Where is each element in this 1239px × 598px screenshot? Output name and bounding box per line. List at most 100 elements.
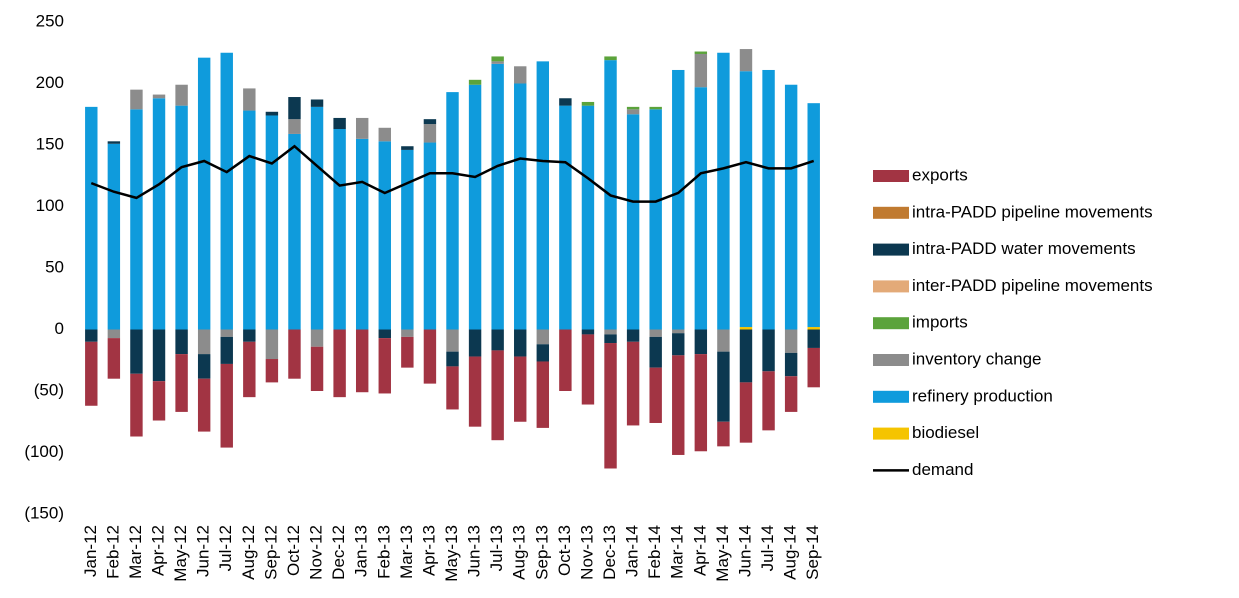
bar-segment (220, 336, 233, 364)
x-tick-label: Jul-12 (216, 525, 235, 571)
bar-segment (423, 329, 437, 384)
x-tick-label: Jan-14 (623, 525, 642, 577)
bar-segment (310, 346, 324, 391)
bar-segment (401, 149, 414, 330)
x-tick-label: Aug-13 (510, 525, 529, 580)
bar-segment (514, 83, 527, 330)
bar-segment (807, 347, 820, 388)
bar-segment (85, 341, 98, 406)
bar-segment (581, 101, 595, 106)
bar-segment (739, 327, 753, 330)
x-tick-label: Jun-12 (194, 525, 213, 577)
legend-label: intra-PADD pipeline movements (912, 202, 1153, 221)
x-tick-label: Mar-13 (397, 525, 416, 579)
bar-segment (536, 361, 550, 428)
bar-segment (107, 338, 121, 379)
bar-segment (220, 329, 233, 337)
x-tick-label: Feb-14 (645, 525, 664, 579)
bar-segment (197, 329, 211, 355)
x-tick-label: Feb-13 (374, 525, 393, 579)
bar-segment (626, 109, 640, 115)
bar-segment (739, 382, 753, 443)
bar-segment (784, 352, 798, 377)
x-tick-label: Dec-12 (329, 525, 348, 580)
y-tick-label: 200 (36, 73, 64, 92)
bar-segment (559, 329, 572, 391)
bar-segment (265, 329, 279, 360)
bar-segment (717, 351, 730, 422)
bar-segment (130, 109, 143, 330)
bar-segment (423, 119, 437, 125)
bar-segment (604, 343, 617, 469)
bar-segment (220, 363, 233, 448)
x-tick-label: May-14 (713, 525, 732, 582)
bar-segment (243, 329, 256, 342)
bar-segment (468, 79, 482, 85)
x-tick-label: May-13 (442, 525, 461, 582)
x-tick-label: Sep-13 (532, 525, 551, 580)
bar-segment (265, 359, 279, 383)
y-tick-label: (100) (24, 442, 64, 461)
bar-segment (536, 329, 550, 345)
y-tick-label: (50) (34, 380, 64, 399)
bar-segment (491, 63, 504, 330)
bar-segment (672, 69, 685, 330)
legend-swatch (873, 317, 909, 330)
bar-segment (784, 329, 798, 353)
bar-segment (694, 87, 708, 330)
bar-segment (491, 56, 504, 62)
bar-segment (739, 49, 753, 72)
bar-segment (694, 51, 708, 54)
bar-segment (649, 336, 662, 368)
bar-segment (468, 329, 482, 357)
y-tick-label: 50 (45, 257, 64, 276)
bar-segment (310, 106, 324, 330)
bar-segment (355, 138, 369, 330)
bar-segment (197, 57, 211, 330)
bar-segment (107, 329, 121, 339)
bar-segment (288, 97, 301, 120)
bar-segment (288, 329, 301, 379)
x-tick-label: Sep-14 (803, 525, 822, 580)
bar-segment (717, 329, 730, 352)
bar-segment (514, 329, 527, 357)
bar-segment (130, 373, 143, 437)
bar-segment (288, 133, 301, 330)
bar-segment (581, 105, 595, 330)
bar-segment (581, 334, 595, 405)
bar-segment (784, 376, 798, 412)
y-tick-label: 0 (55, 319, 64, 338)
bar-segment (762, 371, 775, 431)
y-tick-label: 100 (36, 196, 64, 215)
y-tick-label: (150) (24, 503, 64, 522)
bar-segment (197, 354, 211, 379)
bar-segment (152, 329, 166, 382)
x-tick-label: Oct-12 (284, 525, 303, 576)
bar-segment (85, 329, 98, 342)
bar-segment (401, 146, 414, 150)
bar-segment (514, 66, 527, 84)
bar-segment (310, 329, 324, 347)
x-tick-label: Nov-13 (577, 525, 596, 580)
bar-segment (468, 356, 482, 427)
legend-label: exports (912, 165, 968, 184)
x-tick-label: Oct-13 (555, 525, 574, 576)
bar-segment (649, 329, 662, 337)
bar-segment (130, 329, 143, 374)
bar-segment (378, 127, 391, 142)
bar-segment (694, 329, 708, 355)
bar-segment (672, 333, 685, 356)
legend-label: intra-PADD water movements (912, 239, 1136, 258)
bar-segment (333, 129, 346, 330)
x-tick-label: Jan-12 (81, 525, 100, 577)
bar-segment (130, 89, 143, 110)
bar-segment (378, 141, 391, 330)
x-tick-label: Nov-12 (307, 525, 326, 580)
bar-segment (152, 381, 166, 421)
x-tick-label: Sep-12 (261, 525, 280, 580)
legend-label: biodiesel (912, 423, 979, 442)
bar-segment (649, 367, 662, 423)
x-tick-label: May-12 (171, 525, 190, 582)
legend-label: inter-PADD pipeline movements (912, 276, 1153, 295)
